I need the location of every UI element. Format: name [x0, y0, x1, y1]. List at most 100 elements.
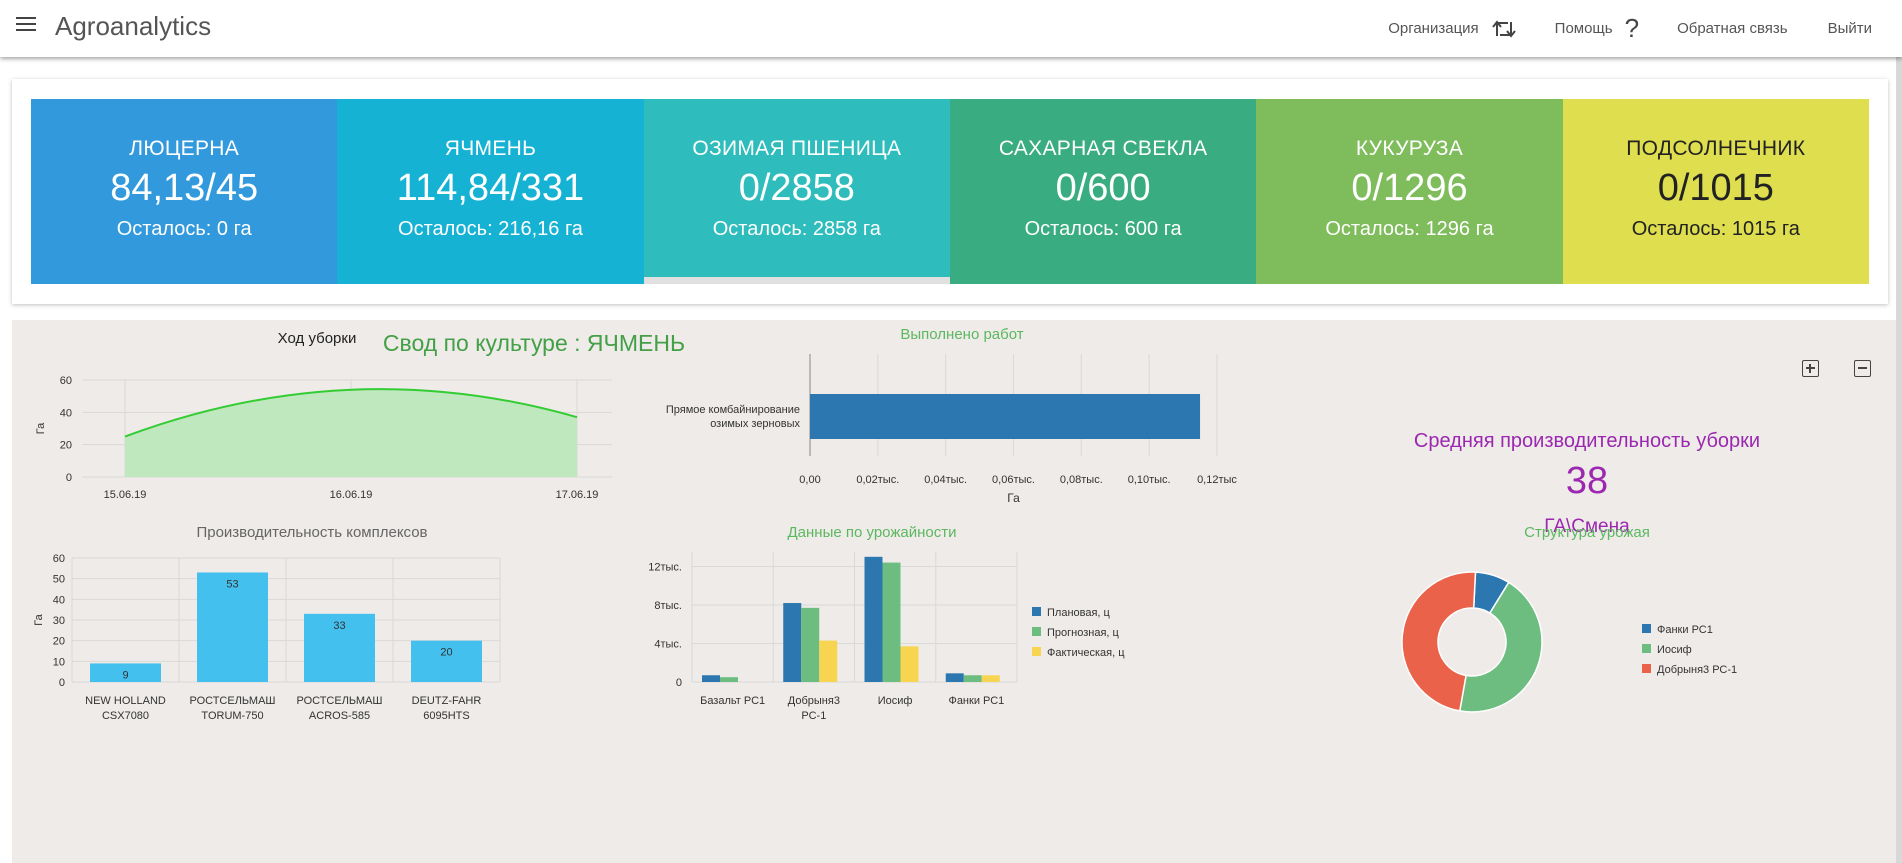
x-tick-label: 0,04тыс. — [924, 474, 967, 486]
harvest-progress-chart: 0 20 40 60 15.06.19 16.06.19 17.06.19 Га — [35, 375, 612, 501]
x-tick-label: 0,08тыс. — [1060, 474, 1103, 486]
x-tick-label: CSX7080 — [102, 710, 149, 722]
y-tick-label: 0 — [676, 677, 682, 689]
y-tick-label: 10 — [53, 656, 65, 668]
y-tick-label: 12тыс. — [648, 561, 682, 573]
x-tick-label: Добрыня3 — [788, 695, 840, 707]
legend-swatch — [1032, 607, 1041, 616]
legend-swatch — [1032, 647, 1041, 656]
tile-corn[interactable]: КУКУРУЗА 0/1296 Осталось: 1296 га — [1256, 99, 1563, 284]
x-tick-label: Иосиф — [878, 695, 913, 707]
bar — [900, 646, 919, 682]
y-tick-label: 0 — [66, 472, 72, 484]
bar — [197, 572, 268, 682]
tile-sugar-beet[interactable]: САХАРНАЯ СВЕКЛА 0/600 Осталось: 600 га — [949, 99, 1257, 284]
avg-productivity-value: 38 — [1565, 460, 1609, 502]
expand-plus-icon[interactable] — [1802, 360, 1819, 377]
tile-remaining: Осталось: 0 га — [116, 218, 252, 240]
tile-name: САХАРНАЯ СВЕКЛА — [998, 137, 1208, 160]
legend-label: Прогнозная, ц — [1047, 627, 1120, 639]
data-label: 53 — [226, 578, 238, 590]
x-tick-label: 0,06тыс. — [992, 474, 1035, 486]
y-tick-label: 4тыс. — [654, 638, 682, 650]
tile-sunflower[interactable]: ПОДСОЛНЕЧНИК 0/1015 Осталось: 1015 га — [1562, 99, 1869, 284]
bar — [90, 663, 161, 682]
sync-icon[interactable] — [1491, 18, 1517, 40]
y-tick-label: озимых зерновых — [710, 418, 800, 430]
avg-productivity-unit: ГА\Смена — [1544, 516, 1630, 537]
x-tick-label: 0,12тыс — [1197, 474, 1237, 486]
tile-barley[interactable]: ЯЧМЕНЬ 114,84/331 Осталось: 216,16 га — [337, 99, 644, 284]
app-title: Agroanalytics — [55, 11, 212, 41]
bar — [411, 640, 482, 682]
tile-value: 0/2858 — [738, 167, 855, 209]
x-tick-label: Базальт РС1 — [700, 695, 765, 707]
feedback-link[interactable]: Обратная связь — [1677, 20, 1788, 37]
hamburger-menu-icon[interactable] — [16, 17, 36, 33]
x-tick-label: 6095HTS — [423, 710, 469, 722]
legend-swatch — [1642, 624, 1651, 633]
bar — [702, 675, 720, 682]
legend-label: Плановая, ц — [1047, 607, 1111, 619]
legend-label: Иосиф — [1657, 644, 1692, 656]
tile-remaining: Осталось: 1015 га — [1631, 218, 1800, 240]
help-question-icon[interactable]: ? — [1624, 13, 1640, 43]
data-label: 20 — [440, 647, 452, 659]
pie-slice — [1401, 571, 1477, 712]
bar — [304, 613, 375, 682]
legend-label: Фактическая, ц — [1047, 647, 1125, 659]
y-tick-label: Прямое комбайнирование — [666, 404, 800, 416]
bar — [981, 675, 1000, 682]
y-tick-label: 20 — [53, 636, 65, 648]
tile-remaining: Осталось: 216,16 га — [398, 218, 583, 240]
tile-value: 84,13/45 — [110, 167, 259, 209]
y-tick-label: 40 — [60, 407, 72, 419]
exit-link[interactable]: Выйти — [1827, 20, 1872, 37]
x-tick-label: 17.06.19 — [556, 489, 599, 501]
x-tick-label: РС-1 — [801, 710, 826, 722]
yield-chart: 0 4тыс. 8тыс. 12тыс. Базальт РС1 Добрыня3 РС-1… — [648, 552, 1125, 722]
tile-remaining: Осталось: 1296 га — [1325, 218, 1494, 240]
organization-link[interactable]: Организация — [1388, 20, 1479, 37]
x-axis-label: Га — [1007, 491, 1020, 505]
top-bar: Agroanalytics Организация Помощь ? Обрат… — [0, 0, 1902, 57]
collapse-minus-icon[interactable] — [1854, 360, 1871, 377]
y-tick-label: 40 — [53, 594, 65, 606]
bar — [963, 675, 982, 682]
x-tick-label: Фанки РС1 — [948, 695, 1004, 707]
tile-name: ЛЮЦЕРНА — [129, 137, 240, 160]
legend-label: Добрыня3 РС-1 — [1657, 664, 1737, 676]
x-tick-label: DEUTZ-FAHR — [412, 695, 482, 707]
tile-remaining: Осталось: 600 га — [1024, 218, 1182, 240]
x-tick-label: ACROS-585 — [309, 710, 370, 722]
x-tick-label: 15.06.19 — [104, 489, 147, 501]
bar — [819, 640, 838, 682]
tile-value: 0/1015 — [1657, 167, 1774, 209]
tile-winter-wheat[interactable]: ОЗИМАЯ ПШЕНИЦА 0/2858 Осталось: 2858 га — [643, 99, 951, 284]
y-tick-label: 20 — [60, 440, 72, 452]
y-tick-label: 8тыс. — [654, 600, 682, 612]
yield-title: Данные по урожайности — [787, 524, 957, 541]
legend-label: Фанки РС1 — [1657, 624, 1713, 636]
scrollbar[interactable] — [1896, 0, 1902, 863]
legend-swatch — [1032, 627, 1041, 636]
x-tick-label: РОСТСЕЛЬМАШ — [189, 695, 275, 707]
help-link[interactable]: Помощь — [1554, 20, 1613, 37]
harvest-progress-title: Ход уборки — [277, 330, 357, 347]
area-fill — [125, 389, 577, 477]
summary-title: Свод по культуре : ЯЧМЕНЬ — [382, 330, 686, 356]
tile-name: ПОДСОЛНЕЧНИК — [1626, 137, 1806, 160]
tile-lucerne[interactable]: ЛЮЦЕРНА 84,13/45 Осталось: 0 га — [31, 99, 338, 284]
tile-name: КУКУРУЗА — [1355, 137, 1464, 160]
y-axis-label: Га — [35, 422, 47, 434]
tile-value: 0/1296 — [1351, 167, 1468, 209]
crop-summary-panel: Свод по культуре : ЯЧМЕНЬ Ход уборки 0 20… — [12, 320, 1902, 863]
data-label: 9 — [122, 669, 128, 681]
bar — [801, 607, 820, 682]
avg-productivity-title: Средняя производительность уборки — [1413, 430, 1761, 452]
x-tick-label: NEW HOLLAND — [85, 695, 166, 707]
y-tick-label: 50 — [53, 574, 65, 586]
bar — [882, 562, 901, 682]
tile-name: ОЗИМАЯ ПШЕНИЦА — [692, 137, 902, 160]
harvest-structure-chart: Фанки РС1 Иосиф Добрыня3 РС-1 — [1401, 571, 1737, 713]
